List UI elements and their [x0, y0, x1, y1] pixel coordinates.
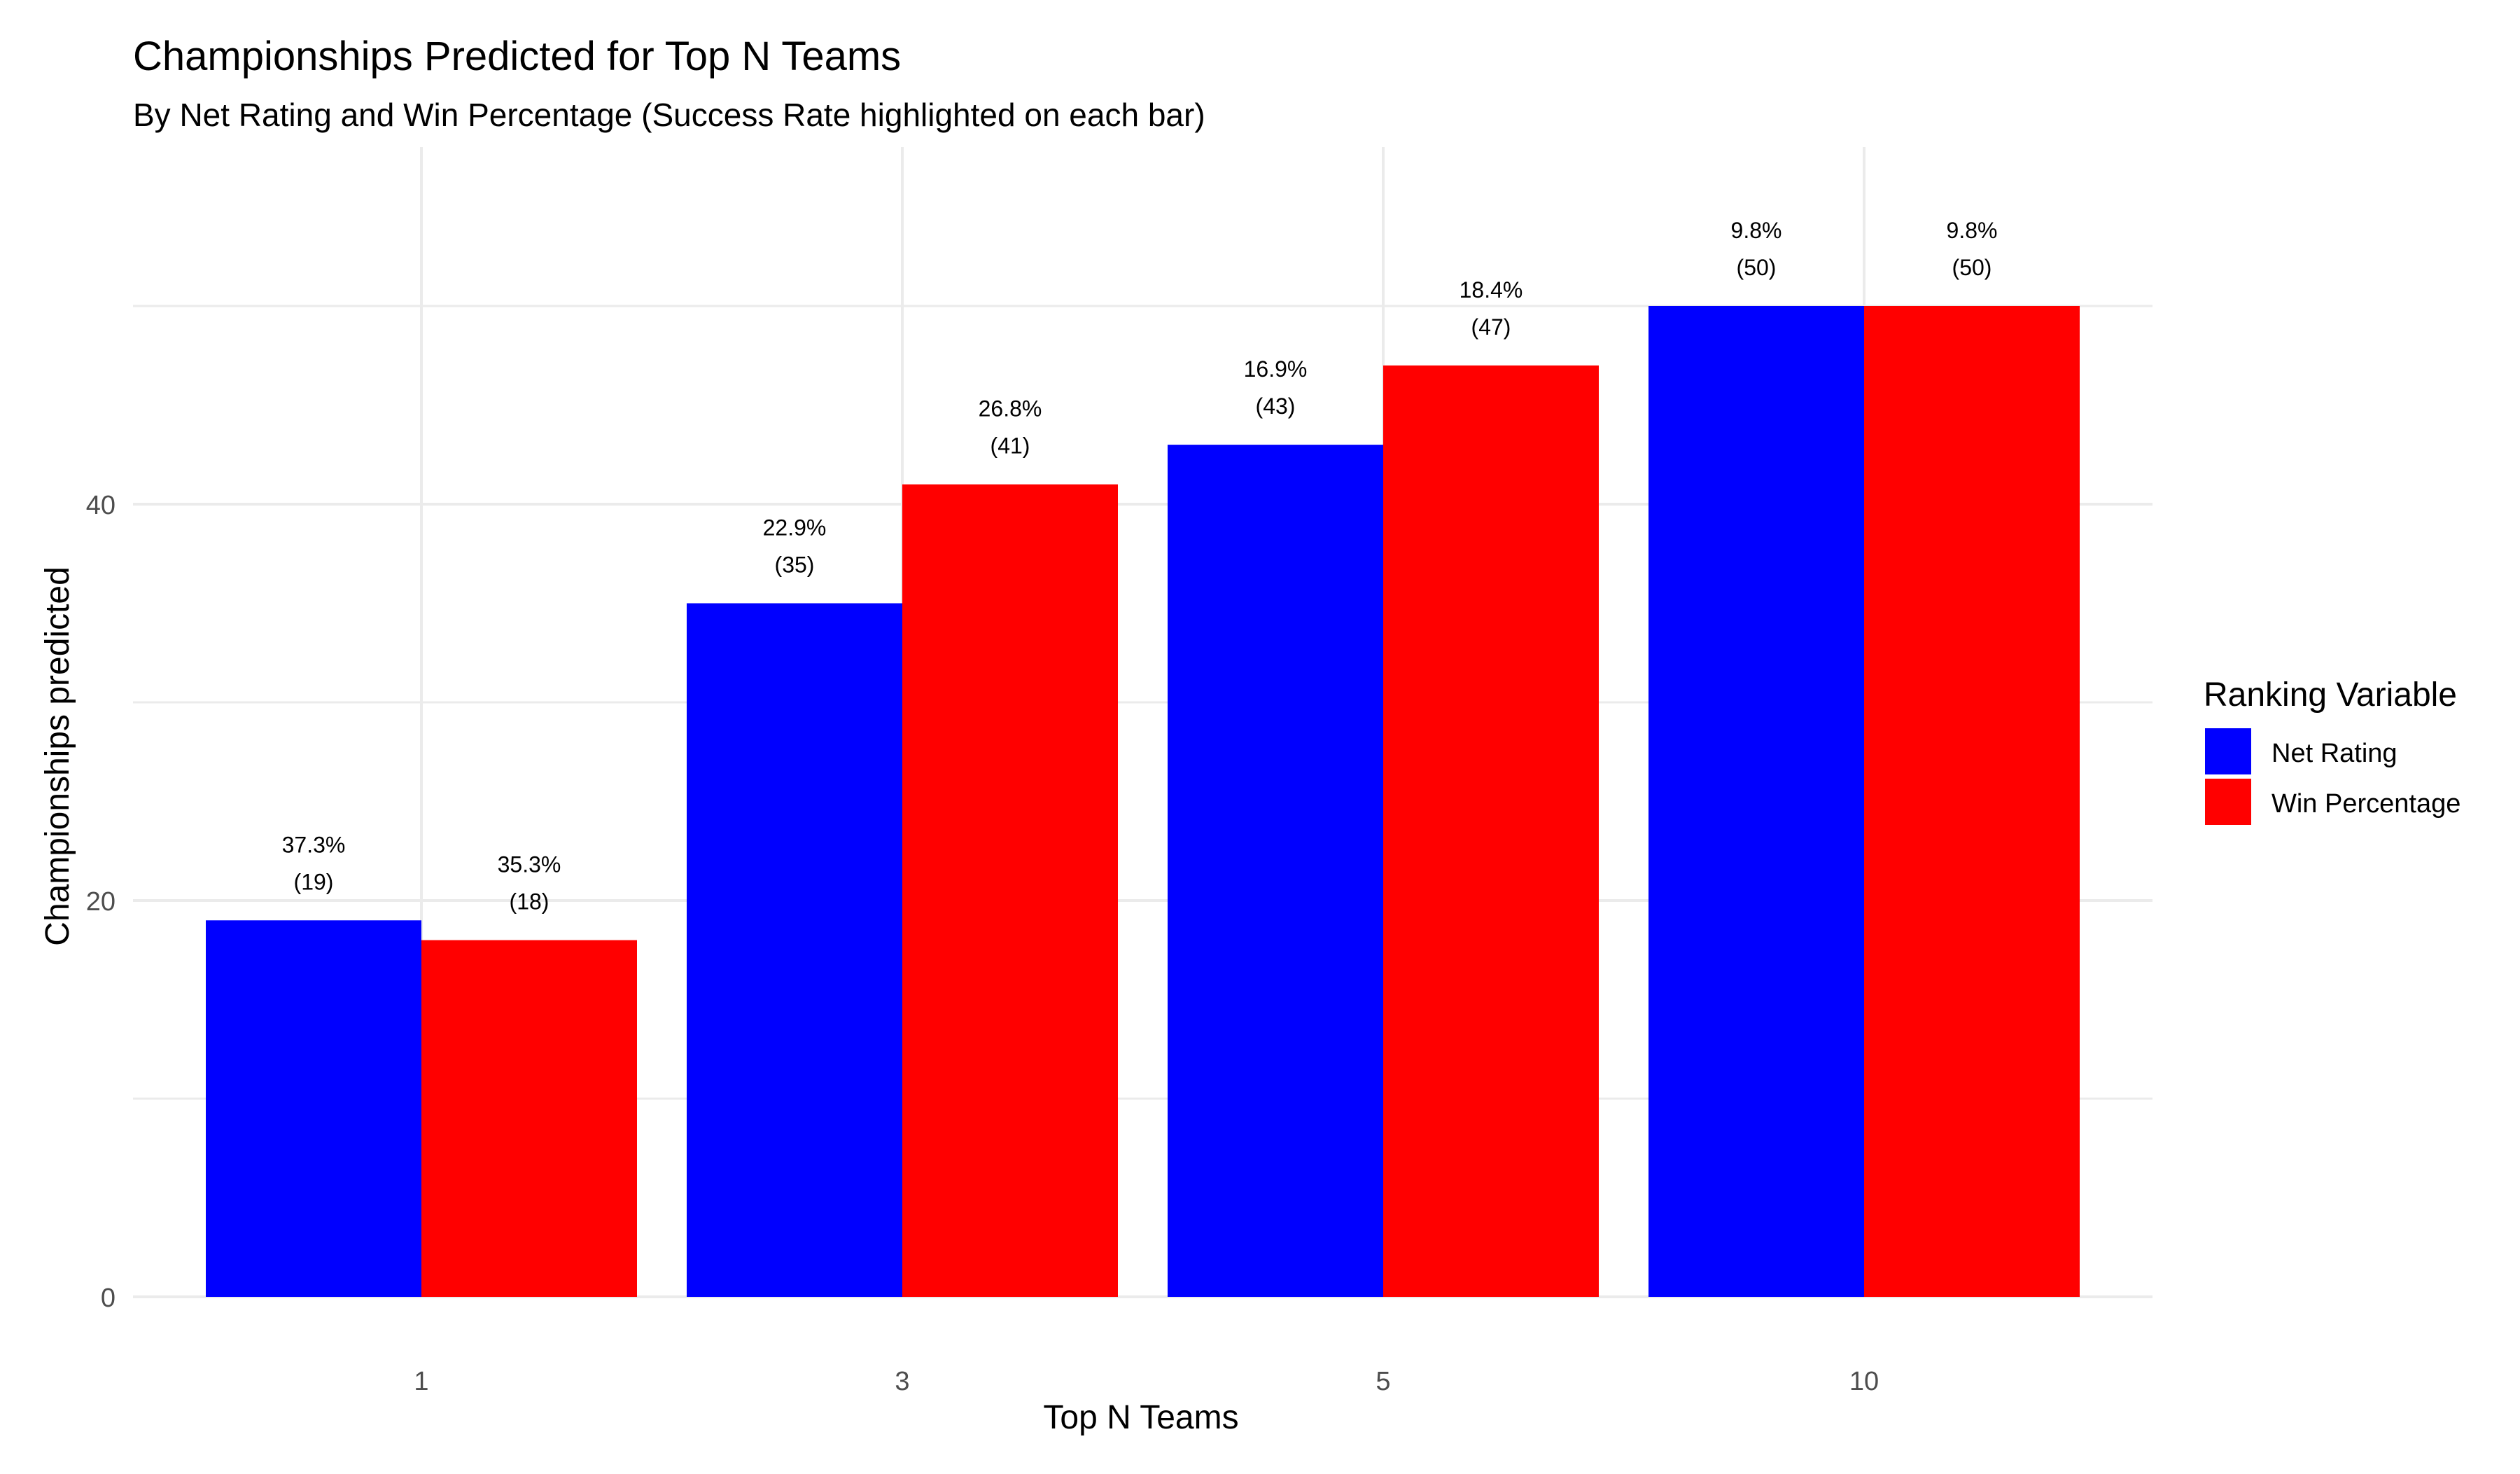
x-tick-label: 10: [1849, 1367, 1879, 1396]
x-axis-title: Top N Teams: [1043, 1399, 1238, 1436]
legend-label-net-rating: Net Rating: [2272, 739, 2398, 768]
success-rate-label: 35.3%: [498, 852, 561, 877]
bar-win-percentage: [1864, 306, 2080, 1297]
axes: 0 20 40 1 3 5 10: [86, 491, 1879, 1396]
y-tick-label: 20: [86, 887, 115, 917]
y-axis-title: Championships predicted: [39, 566, 76, 946]
count-label: (43): [1256, 394, 1296, 419]
bar-net-rating: [1168, 445, 1383, 1297]
success-rate-label: 18.4%: [1460, 277, 1523, 303]
success-rate-label: 22.9%: [763, 515, 827, 541]
bars: [206, 306, 2080, 1298]
x-tick-label: 3: [895, 1367, 909, 1396]
success-rate-label: 9.8%: [1731, 218, 1782, 243]
count-label: (50): [1737, 255, 1777, 280]
bar-net-rating: [687, 603, 902, 1297]
count-label: (41): [990, 433, 1030, 459]
bar-win-percentage: [421, 940, 637, 1297]
bar-win-percentage: [902, 484, 1118, 1298]
x-tick-label: 1: [414, 1367, 428, 1396]
legend-title: Ranking Variable: [2204, 676, 2457, 714]
legend-swatch-net-rating: [2205, 728, 2251, 774]
y-tick-label: 40: [86, 491, 115, 520]
count-label: (47): [1471, 314, 1511, 340]
legend-label-win-percentage: Win Percentage: [2272, 789, 2460, 819]
legend: Ranking Variable Net Rating Win Percenta…: [2204, 676, 2460, 825]
y-tick-label: 0: [101, 1284, 115, 1313]
success-rate-label: 16.9%: [1244, 356, 1308, 382]
success-rate-label: 26.8%: [979, 396, 1042, 422]
count-label: (35): [775, 552, 815, 578]
x-tick-label: 5: [1376, 1367, 1390, 1396]
bar-labels: 37.3% (19) 22.9% (35) 16.9% (43) 9.8% (50) 35.3%…: [282, 218, 1998, 915]
chart-title: Championships Predicted for Top N Teams: [133, 34, 901, 79]
success-rate-label: 37.3%: [282, 832, 346, 857]
success-rate-label: 9.8%: [1947, 218, 1998, 243]
chart-subtitle: By Net Rating and Win Percentage (Succes…: [133, 97, 1205, 133]
bar-net-rating: [206, 920, 421, 1297]
bar-net-rating: [1648, 306, 1864, 1297]
bar-win-percentage: [1383, 365, 1599, 1297]
count-label: (50): [1952, 255, 1992, 280]
count-label: (19): [294, 869, 334, 894]
count-label: (18): [510, 889, 550, 915]
legend-swatch-win-percentage: [2205, 779, 2251, 825]
